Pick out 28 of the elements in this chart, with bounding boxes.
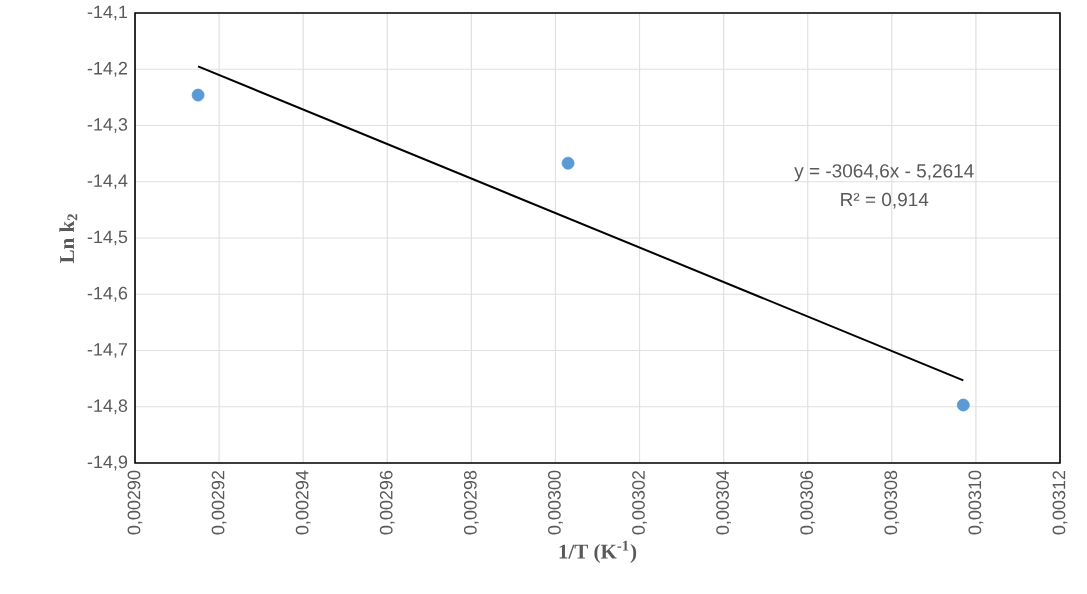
x-tick-label: 0,00308 xyxy=(884,470,900,535)
x-tick-label: 0,00294 xyxy=(295,470,311,535)
point xyxy=(561,156,575,170)
x-tick-label: 0,00302 xyxy=(632,470,647,535)
y-tick-label: -14,6 xyxy=(87,286,128,302)
x-tick-label: 0,00298 xyxy=(463,470,479,535)
y-axis-title: Ln k$_{2}$ xyxy=(59,214,78,264)
x-tick-label: 0,00296 xyxy=(379,470,395,535)
x-tick-label: 0,00300 xyxy=(548,470,563,535)
point xyxy=(956,398,970,412)
x-tick-label: 0,00304 xyxy=(716,470,732,535)
y-tick-label: -14,3 xyxy=(87,118,128,133)
y-tick-label: -14,8 xyxy=(87,399,128,415)
x-axis-title: 1/T (K$^{-1}$) xyxy=(559,540,637,563)
y-tick-label: -14,2 xyxy=(87,61,128,77)
y-tick-label: -14,9 xyxy=(87,455,128,471)
x-tick-label: 0,00306 xyxy=(800,470,816,535)
point xyxy=(191,88,205,102)
x-tick-label: 0,00292 xyxy=(211,470,227,535)
y-tick-label: -14,4 xyxy=(87,174,128,190)
x-tick-label: 0,00312 xyxy=(1052,470,1068,535)
annotation: R² = 0,914 xyxy=(841,192,929,209)
y-tick-label: -14,1 xyxy=(87,5,128,21)
y-tick-label: -14,7 xyxy=(87,343,128,358)
annotation: y = -3064,6x - 5,2614 xyxy=(794,164,974,182)
x-tick-label: 0,00310 xyxy=(968,470,984,535)
x-tick-label: 0,00290 xyxy=(127,470,143,535)
y-tick-label: -14,5 xyxy=(87,230,128,246)
